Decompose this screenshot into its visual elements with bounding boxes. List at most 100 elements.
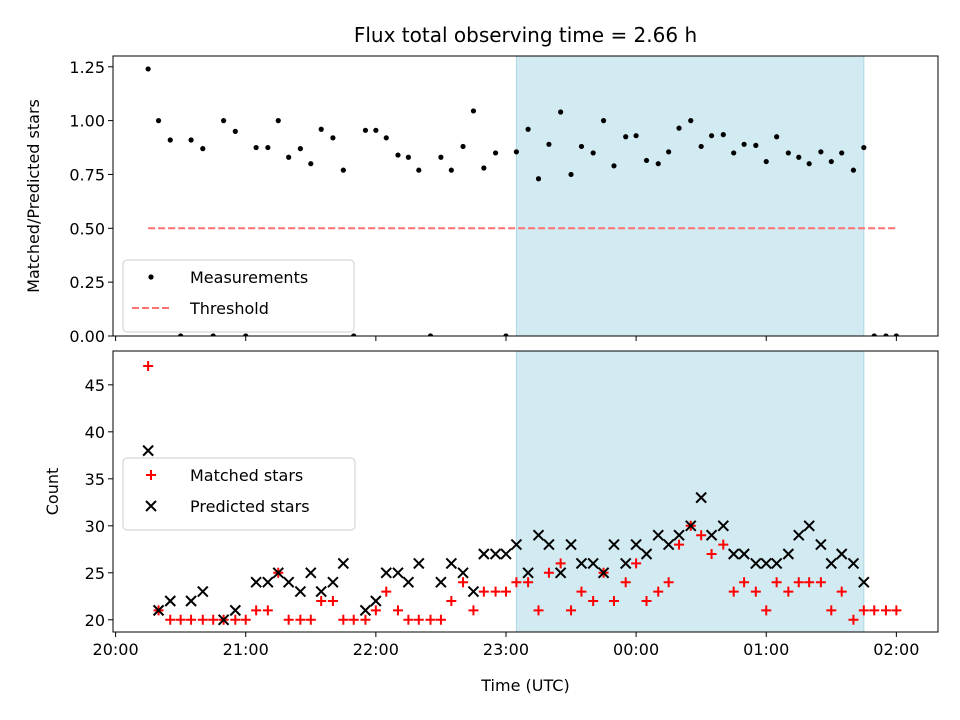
data-point — [522, 567, 534, 579]
data-point — [761, 605, 772, 616]
data-point — [327, 576, 339, 588]
data-point — [478, 548, 490, 560]
data-point — [871, 333, 877, 336]
data-point — [283, 614, 294, 625]
y-tick-label: 0.75 — [69, 165, 105, 184]
data-point — [738, 548, 750, 560]
data-point — [229, 604, 242, 617]
data-point — [673, 529, 685, 541]
count-panel: 20 25 30 35 40 45 20:00 21:00 22:00 23:00 00:00 01:… — [43, 350, 939, 695]
data-point — [861, 144, 867, 151]
data-point — [240, 614, 251, 625]
x-tick-label: 21:00 — [223, 640, 269, 659]
data-point — [891, 605, 902, 616]
data-point — [413, 614, 424, 625]
data-point — [803, 520, 815, 532]
data-point — [470, 108, 477, 114]
data-point — [500, 586, 511, 597]
data-point — [826, 605, 837, 616]
data-point — [330, 135, 336, 141]
data-point — [448, 167, 454, 173]
data-point — [708, 133, 715, 139]
data-point — [510, 538, 523, 551]
data-point — [370, 605, 381, 616]
data-point — [165, 614, 176, 625]
legend-label: Matched stars — [190, 466, 303, 485]
data-point — [435, 576, 447, 588]
data-point — [405, 154, 411, 160]
data-point — [427, 333, 434, 336]
x-tick-label: 02:00 — [873, 640, 919, 659]
legend-label: Predicted stars — [190, 497, 310, 516]
data-point — [623, 134, 629, 140]
data-point — [640, 548, 653, 560]
data-point — [490, 586, 501, 597]
data-point — [590, 150, 596, 156]
data-point — [478, 586, 489, 597]
data-point — [558, 109, 564, 115]
data-point — [360, 614, 371, 625]
data-point — [620, 577, 631, 588]
data-point — [696, 530, 707, 541]
data-point — [262, 605, 273, 616]
data-point — [847, 557, 860, 570]
data-point — [413, 557, 425, 570]
data-point — [546, 141, 552, 147]
data-point — [164, 595, 176, 607]
data-point — [143, 361, 154, 372]
data-point — [825, 557, 838, 570]
legend-box — [122, 457, 356, 531]
series-measurements — [145, 66, 899, 336]
data-point — [785, 150, 791, 156]
x-tick-label: 01:00 — [743, 640, 789, 659]
data-point — [771, 577, 782, 588]
data-point — [327, 595, 338, 606]
data-point — [554, 567, 567, 579]
data-point — [481, 165, 487, 171]
data-point — [835, 548, 848, 560]
data-point — [435, 614, 446, 625]
data-point — [457, 567, 469, 579]
data-point — [600, 118, 607, 124]
data-point — [511, 577, 522, 588]
data-point — [445, 557, 458, 570]
data-point — [217, 614, 230, 626]
observing-window-shading — [515, 350, 865, 633]
data-point — [446, 595, 457, 606]
data-point — [208, 614, 219, 625]
data-point — [178, 333, 184, 336]
data-point — [631, 558, 642, 569]
data-point — [294, 585, 307, 598]
data-point — [316, 595, 327, 606]
data-point — [230, 614, 241, 625]
data-point — [282, 576, 295, 588]
y-axis-label: Matched/Predicted stars — [24, 99, 43, 293]
data-point — [770, 557, 783, 570]
y-tick-label: 1.25 — [69, 58, 105, 77]
data-point — [362, 127, 369, 133]
data-point — [688, 118, 694, 124]
data-point — [200, 146, 206, 152]
data-point — [806, 161, 812, 167]
data-point — [142, 444, 154, 457]
data-point — [152, 604, 165, 617]
data-point — [653, 586, 664, 597]
data-point — [839, 150, 845, 156]
data-point — [403, 614, 414, 625]
data-point — [565, 538, 577, 551]
data-point — [750, 586, 761, 597]
data-point — [338, 614, 349, 625]
data-point — [337, 557, 350, 570]
x-axis-label: Time (UTC) — [480, 676, 569, 695]
data-point — [543, 538, 555, 551]
data-point — [858, 605, 869, 616]
legend: Measurements Threshold — [122, 259, 355, 333]
data-point — [880, 605, 891, 616]
legend: Matched stars Predicted stars — [122, 457, 356, 531]
y-tick-label: 0.50 — [69, 219, 105, 238]
data-point — [588, 595, 599, 606]
data-point — [815, 538, 827, 551]
data-point — [460, 143, 466, 150]
data-point — [523, 577, 534, 588]
data-point — [576, 586, 587, 597]
